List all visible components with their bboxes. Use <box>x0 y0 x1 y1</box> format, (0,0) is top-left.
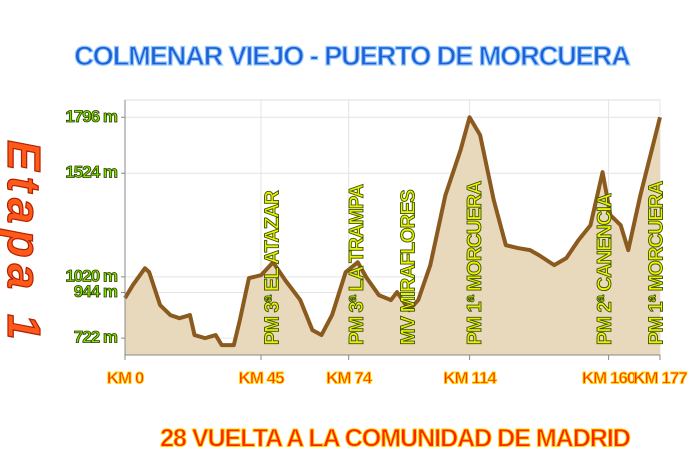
x-tick-label: KM 160 <box>582 368 636 387</box>
y-tick-label: 944 m <box>74 282 118 301</box>
climb-label: PM 1ª MORCUERA <box>645 181 667 345</box>
y-tick-label: 1796 m <box>65 107 118 126</box>
stage-label: Etapa 1 <box>0 140 50 346</box>
climb-label: PM 3ª LA TRAMPA <box>346 184 368 345</box>
y-tick-label: 1020 m <box>65 266 118 285</box>
x-tick-label: KM 45 <box>238 368 284 387</box>
x-tick-label: KM 74 <box>326 368 373 387</box>
y-tick-label: 1524 m <box>65 163 118 182</box>
caption: 28 VUELTA A LA COMUNIDAD DE MADRID <box>160 425 630 453</box>
x-tick-label: KM 0 <box>107 368 144 387</box>
x-tick-label: KM 177 <box>633 368 687 387</box>
climb-label: MV MIRAFLORES <box>397 190 419 345</box>
profile-line <box>123 115 662 348</box>
y-tick-label: 722 m <box>74 328 118 347</box>
chart-title: COLMENAR VIEJO - PUERTO DE MORCUERA <box>74 41 630 71</box>
area-fill <box>125 117 660 355</box>
x-tick-label: KM 114 <box>443 368 497 387</box>
climb-label: PM 2ª CANENCIA <box>594 193 616 345</box>
climb-label: PM 1ª MORCUERA <box>464 181 486 345</box>
climb-label: PM 3ª EL ATAZAR <box>261 190 283 345</box>
